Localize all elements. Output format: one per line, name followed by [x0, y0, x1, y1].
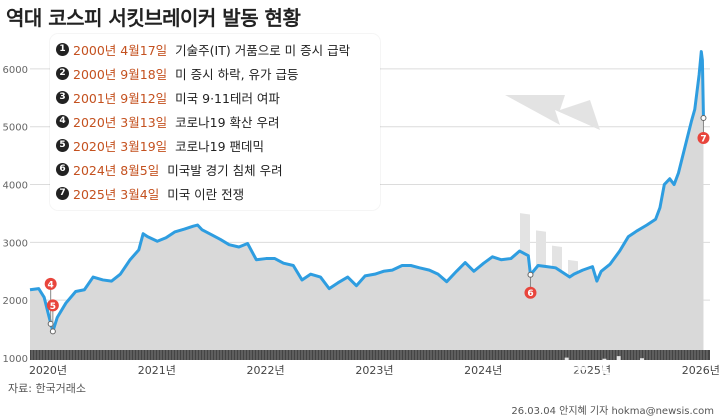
legend-date: 2020년 3월13일: [73, 114, 168, 130]
legend-item: 7 2025년 3월4일 미국 이란 전쟁: [56, 182, 244, 204]
y-tick-label: 6000: [3, 65, 28, 76]
legend-number: 5: [56, 138, 69, 152]
series-area: [30, 51, 704, 359]
legend-number: 3: [56, 90, 69, 104]
x-tick-label: 2022년: [247, 364, 285, 377]
legend-date: 2001년 9월12일: [73, 90, 168, 106]
y-tick-label: 4000: [3, 181, 28, 192]
legend-number: 7: [56, 186, 69, 200]
marker-label: 7: [700, 135, 706, 145]
chart-area-layer: [30, 51, 704, 359]
y-tick-label: 1000: [3, 354, 28, 365]
legend-item: 4 2020년 3월13일 코로나19 확산 우려: [56, 110, 280, 132]
legend-item: 3 2001년 9월12일 미국 9·11테러 여파: [56, 86, 280, 108]
x-tick-label: 2025년: [573, 364, 611, 377]
legend-event: 코로나19 확산 우려: [175, 114, 280, 130]
x-axis-band: [30, 350, 710, 360]
legend-number: 1: [56, 42, 69, 56]
legend-event: 코로나19 팬데믹: [175, 138, 265, 154]
newsis-watermark-logo: 뉴시스: [560, 354, 660, 394]
chart-markers: 4 5 6 7: [44, 115, 710, 335]
y-tick-label: 2000: [3, 296, 28, 307]
marker-label: 4: [48, 280, 54, 290]
chart-line-layer: [29, 50, 705, 333]
x-tick-label: 2021년: [138, 364, 176, 377]
falling-arrow-icon: [505, 95, 600, 130]
legend-date: 2000년 9월18일: [73, 66, 168, 82]
y-tick-label: 3000: [3, 238, 28, 249]
marker-badge: [46, 299, 59, 312]
x-tick-label: 2024년: [464, 364, 502, 377]
legend-date: 2020년 3월19일: [73, 138, 168, 154]
chart-axis: 1000 2000 3000 4000 5000 6000 2020년 2021년 2022년 2…: [3, 65, 720, 377]
marker-label: 6: [527, 289, 533, 299]
y-tick-label: 5000: [3, 123, 28, 134]
legend-item: 6 2024년 8월5일 미국발 경기 침체 우려: [56, 158, 283, 180]
marker-point: [527, 271, 534, 278]
legend-event: 미국 이란 전쟁: [167, 186, 245, 202]
legend-date: 2024년 8월5일: [73, 162, 160, 178]
legend-number: 4: [56, 114, 69, 128]
legend-date: 2000년 4월17일: [73, 42, 168, 58]
chart-title: 역대 코스피 서킷브레이커 발동 현황: [6, 6, 301, 30]
series-line: [29, 50, 705, 333]
legend-event: 미국 9·11테러 여파: [175, 90, 280, 106]
legend-event: 미국발 경기 침체 우려: [167, 162, 283, 178]
marker-badge: [44, 277, 57, 290]
event-legend: 1 2000년 4월17일 기술주(IT) 거품으로 미 증시 급락 2 200…: [50, 34, 380, 210]
legend-event: 미 증시 하락, 유가 급등: [175, 66, 299, 82]
legend-number: 2: [56, 66, 69, 80]
marker-point: [700, 115, 707, 122]
x-tick-label: 2023년: [355, 364, 393, 377]
legend-date: 2025년 3월4일: [73, 186, 160, 202]
source-note: 자료: 한국거래소: [8, 382, 87, 395]
credit-line: 26.03.04 안지혜 기자 hokma@newsis.com: [511, 406, 714, 417]
legend-item: 5 2020년 3월19일 코로나19 팬데믹: [56, 134, 264, 156]
legend-item: 1 2000년 4월17일 기술주(IT) 거품으로 미 증시 급락: [56, 38, 350, 60]
marker-point: [49, 328, 56, 335]
marker-badge: [697, 132, 710, 145]
legend-number: 6: [56, 162, 69, 176]
marker-label: 5: [50, 302, 56, 312]
x-tick-label: 2026년: [682, 364, 720, 377]
x-tick-label: 2020년: [29, 364, 67, 377]
marker-badge: [524, 286, 537, 299]
legend-item: 2 2000년 9월18일 미 증시 하락, 유가 급등: [56, 62, 299, 84]
legend-event: 기술주(IT) 거품으로 미 증시 급락: [175, 42, 351, 58]
